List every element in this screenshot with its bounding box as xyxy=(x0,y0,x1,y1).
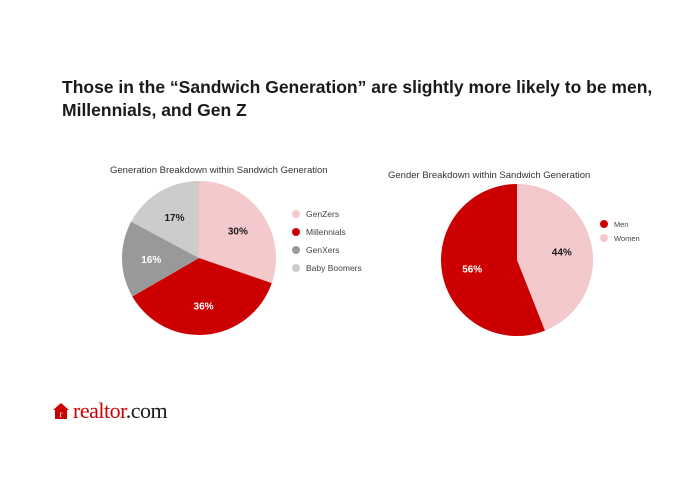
legend-label: GenZers xyxy=(306,209,339,219)
legend-marker xyxy=(292,210,300,218)
data-label: 17% xyxy=(164,213,184,224)
chart-title-generation: Generation Breakdown within Sandwich Gen… xyxy=(110,165,328,176)
legend-marker xyxy=(292,246,300,254)
legend-label: Men xyxy=(614,220,629,229)
logo-brand: realtor xyxy=(73,398,126,423)
legend-marker xyxy=(600,234,608,242)
realtor-logo: r realtor.com xyxy=(52,398,168,424)
pie-slice-women xyxy=(517,184,593,331)
data-label: 44% xyxy=(552,247,572,258)
chart-title-gender: Gender Breakdown within Sandwich Generat… xyxy=(388,170,591,181)
page-title: Those in the “Sandwich Generation” are s… xyxy=(62,77,653,120)
legend-label: GenXers xyxy=(306,245,340,255)
logo-suffix: .com xyxy=(125,398,168,423)
data-label: 56% xyxy=(462,265,482,276)
legend-marker xyxy=(292,228,300,236)
pie-slice-genxers xyxy=(122,221,199,297)
pie-slice-genzers xyxy=(199,181,277,284)
legend-marker xyxy=(292,264,300,272)
data-label: 36% xyxy=(194,302,214,313)
pie-slice-baby-boomers xyxy=(131,181,199,258)
legend-marker xyxy=(600,220,608,228)
pie-slice-men xyxy=(441,184,545,336)
legend-label: Baby Boomers xyxy=(306,263,362,273)
svg-text:r: r xyxy=(60,409,63,419)
data-label: 30% xyxy=(228,226,248,237)
data-label: 16% xyxy=(141,255,161,266)
legend-label: Women xyxy=(614,234,640,243)
house-icon: r xyxy=(53,403,69,419)
pie-slice-millennials xyxy=(132,258,272,335)
legend-label: Millennials xyxy=(306,227,346,237)
